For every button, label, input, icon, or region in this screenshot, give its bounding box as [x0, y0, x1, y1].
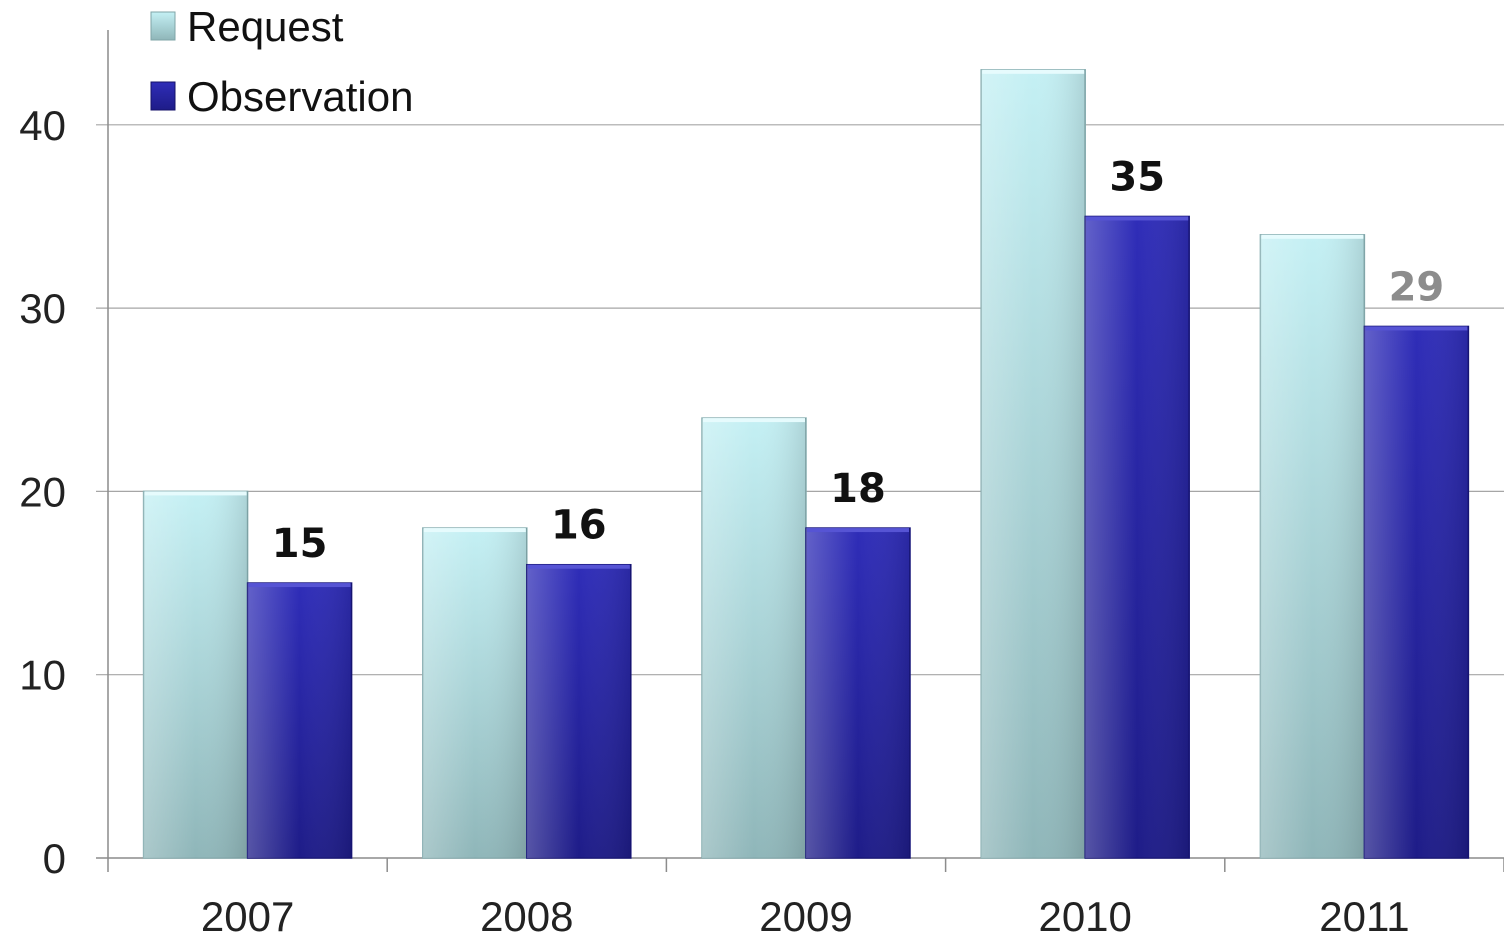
bar-observation-2011: [1363, 325, 1470, 859]
bar-top-edge: [144, 491, 247, 496]
bar-request-2011: [1259, 234, 1366, 859]
legend-swatch-request: [150, 11, 176, 41]
x-tick-label: 2007: [201, 893, 294, 936]
bar-observation-2010: [1084, 215, 1190, 859]
data-label: 35: [1109, 154, 1165, 200]
bar-shading: [1260, 234, 1365, 858]
x-tick-label: 2011: [1319, 893, 1409, 936]
data-label: 16: [551, 503, 607, 549]
bar-top-edge: [1261, 234, 1364, 239]
legend: Request Observation: [150, 3, 413, 120]
bar-observation-2009: [805, 527, 911, 859]
bar-shading: [1364, 326, 1469, 858]
bar-top-edge: [1365, 326, 1468, 331]
y-tick-label: 30: [19, 285, 66, 332]
bar-shading: [981, 69, 1086, 858]
legend-swatch-observation: [150, 81, 176, 111]
bar-top-edge: [527, 564, 630, 569]
x-tick-label: 2009: [759, 893, 852, 936]
bar-shading: [806, 528, 910, 858]
bars: [142, 69, 1470, 859]
x-tick-label: 2010: [1038, 893, 1131, 936]
bar-request-2008: [422, 527, 528, 859]
bar-top-edge: [248, 583, 351, 588]
bar-request-2009: [701, 417, 807, 859]
bar-top-edge: [703, 418, 805, 423]
bar-top-edge: [982, 69, 1085, 74]
bar-observation-2008: [526, 563, 632, 859]
bar-shading: [526, 564, 631, 858]
y-axis-tick-labels: 0 10 20 30 40: [19, 102, 66, 882]
data-label: 15: [272, 521, 328, 567]
bar-request-2010: [980, 69, 1086, 859]
x-axis-tick-labels: 2007 2008 2009 2010 2011: [201, 893, 1410, 936]
bar-top-edge: [807, 528, 909, 533]
data-labels: 15 16 18 35 29: [272, 154, 1444, 567]
y-tick-label: 20: [19, 468, 66, 515]
y-tick-label: 40: [19, 102, 66, 149]
y-tick-label: 10: [19, 652, 66, 699]
legend-entry-observation: Observation: [150, 73, 413, 120]
x-tick-label: 2008: [480, 893, 573, 936]
bar-shading: [247, 583, 352, 858]
bar-shading: [702, 418, 806, 858]
legend-label-observation: Observation: [187, 73, 413, 120]
bar-observation-2007: [246, 582, 353, 859]
legend-label-request: Request: [187, 3, 344, 50]
bar-shading: [1085, 216, 1190, 858]
bar-top-edge: [1086, 216, 1189, 221]
y-tick-label: 0: [43, 835, 66, 882]
data-label: 29: [1389, 264, 1445, 310]
data-label: 18: [830, 466, 886, 512]
bar-top-edge: [423, 528, 526, 533]
legend-entry-request: Request: [150, 3, 344, 50]
bar-request-2007: [142, 490, 249, 859]
bar-shading: [422, 528, 527, 858]
bar-shading: [143, 491, 248, 858]
